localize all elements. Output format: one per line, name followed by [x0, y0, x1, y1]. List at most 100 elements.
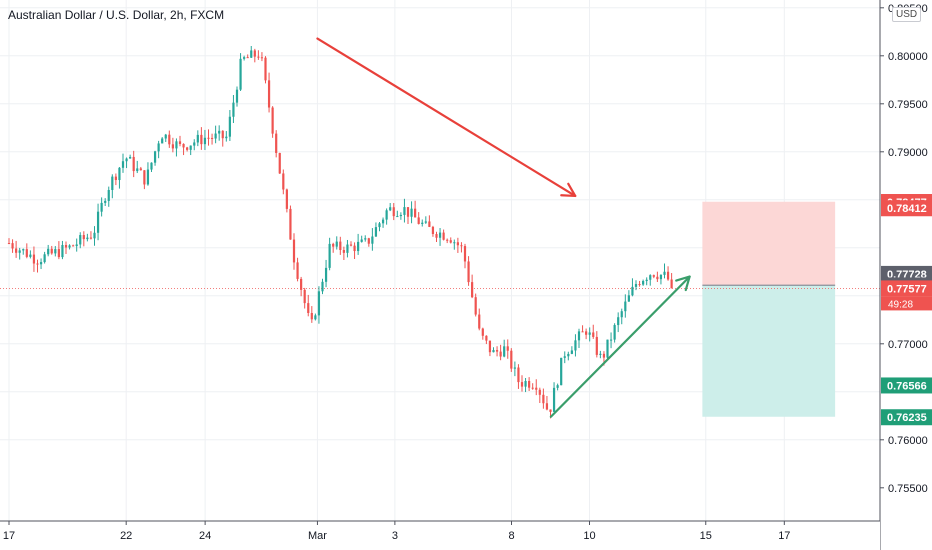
candle-up: [150, 162, 153, 170]
candle-up: [567, 353, 570, 357]
candle-down: [32, 254, 36, 264]
candle-down: [478, 314, 481, 329]
price-tick-label: 0.76000: [888, 435, 928, 447]
candle-up: [374, 227, 378, 237]
candle-up: [232, 102, 235, 117]
candle-up: [328, 243, 331, 268]
candle-up: [153, 151, 157, 163]
price-tick-label: 0.80000: [888, 51, 928, 63]
candle-up: [556, 385, 559, 388]
candle-up: [243, 57, 246, 59]
candle-down: [257, 56, 260, 58]
candle-down: [11, 243, 14, 249]
candle-up: [627, 295, 630, 302]
candle-down: [260, 57, 264, 59]
candle-down: [267, 80, 271, 108]
candle-down: [57, 249, 60, 258]
candle-down: [200, 134, 203, 145]
candle-up: [196, 134, 199, 143]
candle-up: [47, 248, 50, 255]
countdown-box: [881, 296, 932, 311]
candle-up: [68, 245, 71, 248]
candle-up: [634, 284, 638, 287]
candle-down: [367, 238, 370, 244]
candle-up: [239, 58, 242, 90]
candle-up: [649, 275, 652, 280]
candle-up: [96, 211, 100, 233]
candle-down: [253, 50, 256, 57]
candle-up: [503, 346, 506, 357]
price-label-target: 0.76566: [887, 380, 927, 392]
candle-down: [602, 353, 606, 358]
candle-up: [321, 281, 324, 292]
currency-badge[interactable]: USD: [892, 7, 922, 22]
candle-down: [332, 243, 335, 247]
candle-down: [488, 340, 492, 353]
candle-up: [613, 325, 616, 340]
candle-up: [189, 145, 192, 150]
candle-up: [100, 202, 103, 212]
take-profit-zone: [702, 285, 836, 417]
candle-up: [552, 387, 556, 412]
candle-up: [161, 138, 164, 144]
candle-down: [499, 351, 502, 357]
candle-down: [264, 57, 267, 81]
candle-up: [61, 245, 64, 258]
chart-title: Australian Dollar / U.S. Dollar, 2h, FXC…: [8, 8, 225, 22]
price-label-target: 0.76235: [887, 412, 927, 424]
candle-down: [435, 234, 438, 238]
candle-up: [378, 223, 381, 228]
candle-up: [111, 176, 114, 190]
candle-up: [193, 142, 196, 146]
candle-down: [638, 284, 641, 286]
candle-down: [414, 208, 417, 218]
candle-up: [75, 244, 78, 247]
time-tick-label: 3: [392, 530, 398, 542]
candle-up: [93, 232, 96, 239]
candle-up: [421, 222, 424, 224]
candle-up: [574, 340, 577, 351]
price-tick-label: 0.79500: [888, 99, 928, 111]
candle-up: [314, 315, 317, 320]
candle-down: [353, 245, 356, 252]
price-label-box-target: [881, 409, 932, 426]
downtrend-arrow-head: [560, 182, 577, 198]
candle-down: [339, 241, 342, 251]
time-tick-label: 10: [583, 530, 595, 542]
price-tick-label: 0.75500: [888, 483, 928, 495]
candle-down: [531, 387, 534, 389]
candle-down: [246, 57, 249, 59]
candle-down: [449, 240, 452, 243]
candle-up: [389, 207, 392, 211]
price-label-last: 0.77577: [887, 283, 927, 295]
candle-down: [15, 248, 18, 253]
candle-up: [29, 254, 32, 257]
time-tick-label: 15: [700, 530, 712, 542]
candle-down: [275, 133, 278, 153]
candle-up: [54, 249, 57, 254]
candle-up: [118, 167, 121, 181]
candle-up: [364, 238, 367, 240]
candle-down: [89, 237, 93, 239]
candle-up: [620, 311, 623, 318]
candle-down: [292, 239, 296, 263]
candle-up: [410, 208, 413, 217]
candle-down: [178, 141, 182, 144]
candle-down: [289, 208, 292, 240]
candle-up: [107, 189, 110, 201]
candle-down: [535, 387, 538, 390]
candle-down: [349, 244, 353, 246]
candle-up: [157, 143, 160, 152]
candle-up: [424, 221, 427, 223]
candle-down: [168, 134, 171, 145]
candle-down: [207, 137, 210, 139]
candle-up: [624, 301, 627, 312]
candle-up: [86, 237, 89, 240]
candle-up: [453, 242, 456, 244]
candle-up: [136, 168, 139, 172]
candle-up: [346, 244, 349, 253]
candle-up: [104, 200, 107, 203]
time-tick-label: 8: [508, 530, 514, 542]
